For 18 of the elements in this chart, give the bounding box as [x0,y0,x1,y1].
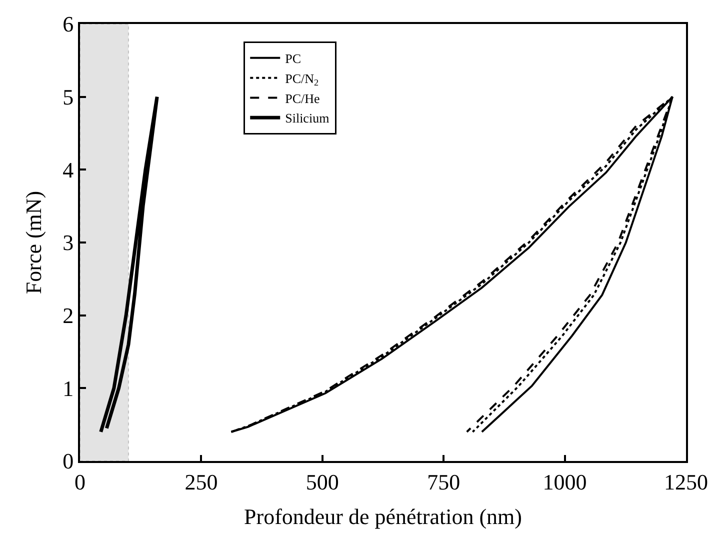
legend-label: PC [285,51,302,66]
y-tick-label: 1 [62,376,74,401]
x-tick-label: 500 [306,469,339,494]
y-tick-label: 6 [62,12,74,37]
x-axis-title: Profondeur de pénétration (nm) [244,504,522,529]
x-tick-label: 1000 [542,469,587,494]
y-tick-label: 3 [62,230,74,256]
x-tick-label: 750 [427,469,460,494]
x-tick-label: 1250 [664,469,708,494]
legend-label: PC/He [285,90,320,106]
y-axis-title: Force (mN) [20,190,46,294]
y-tick-label: 0 [62,448,74,474]
legend-label: PC/N$_{2}$ [285,70,320,88]
y-tick-label: 5 [62,84,74,110]
y-tick-label: 4 [62,157,74,182]
y-tick-label: 2 [62,303,74,328]
legend-label: Silicium [285,110,330,126]
x-tick-label: 250 [184,469,218,494]
